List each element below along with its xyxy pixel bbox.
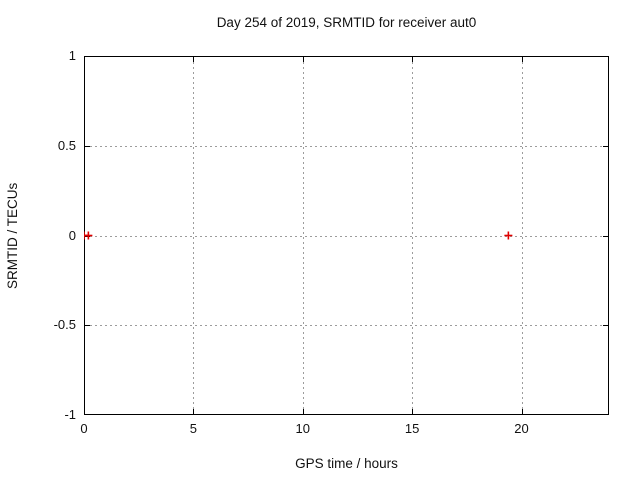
plot-canvas <box>84 56 609 415</box>
x-tick-label: 0 <box>80 421 88 436</box>
chart-title: Day 254 of 2019, SRMTID for receiver aut… <box>216 15 477 30</box>
plot-area <box>84 56 609 415</box>
x-tick-label: 5 <box>189 421 197 436</box>
plot-border <box>84 56 609 415</box>
y-tick-label: 1 <box>68 48 76 63</box>
y-tick-label: -1 <box>64 407 76 422</box>
x-tick-label: 10 <box>295 421 310 436</box>
y-tick-label: 0 <box>68 227 76 243</box>
x-tick-label: 15 <box>404 421 420 436</box>
x-axis-label: GPS time / hours <box>295 456 398 471</box>
x-tick-label: 20 <box>514 421 529 436</box>
y-tick-label: -0.5 <box>53 317 76 333</box>
y-tick-label: 0.5 <box>57 137 76 153</box>
